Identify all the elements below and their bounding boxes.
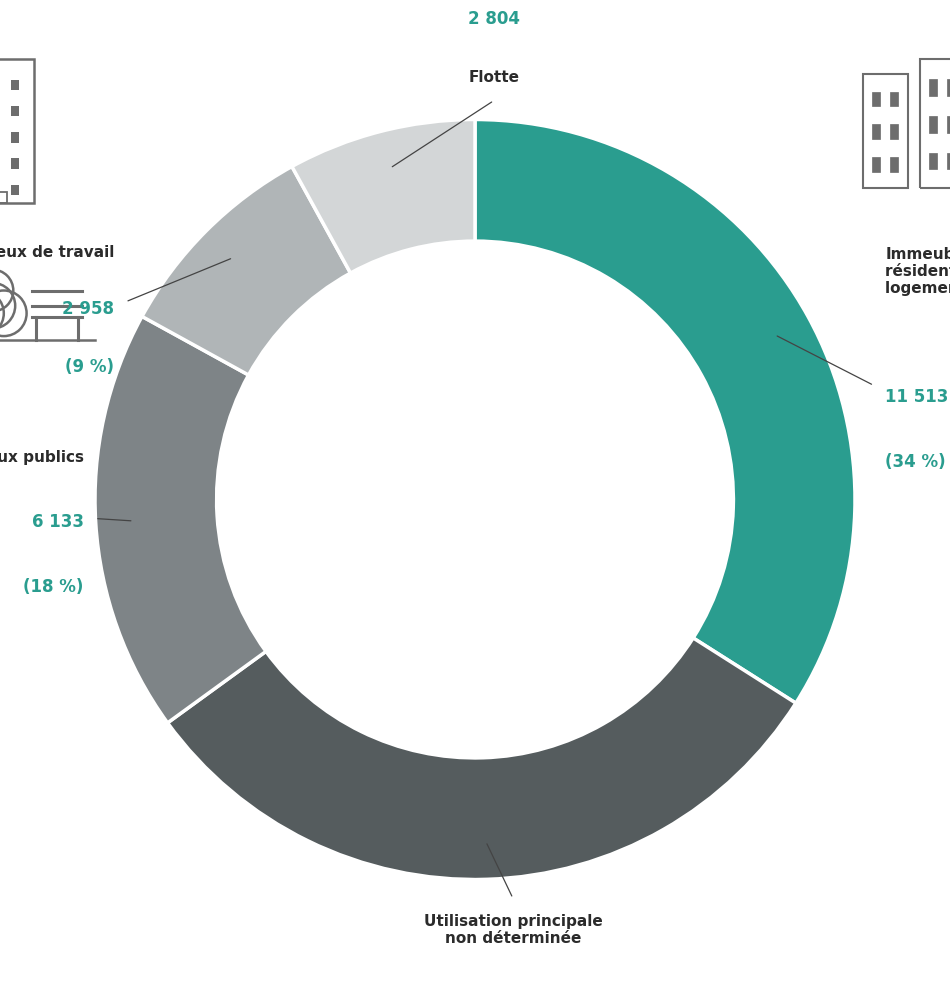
- Text: Flotte: Flotte: [468, 70, 520, 85]
- Bar: [863, 74, 908, 188]
- Text: (9 %): (9 %): [65, 358, 114, 376]
- Bar: [10, 80, 19, 90]
- Bar: [929, 79, 937, 96]
- Bar: [10, 132, 19, 143]
- Bar: [947, 116, 950, 133]
- Text: 2 804: 2 804: [468, 10, 520, 28]
- Text: Utilisation principale
non déterminée: Utilisation principale non déterminée: [424, 914, 602, 946]
- Text: Immeubles
résidentiels à
logements multiples: Immeubles résidentiels à logements multi…: [885, 247, 950, 297]
- Bar: [947, 79, 950, 96]
- Bar: [872, 92, 880, 107]
- Text: (34 %): (34 %): [885, 453, 946, 471]
- Bar: [10, 159, 19, 169]
- Wedge shape: [95, 317, 266, 723]
- Wedge shape: [475, 120, 855, 703]
- Bar: [10, 106, 19, 117]
- Bar: [929, 116, 937, 133]
- Text: (18 %): (18 %): [23, 577, 84, 595]
- Bar: [890, 92, 898, 107]
- Text: 2 958: 2 958: [62, 301, 114, 319]
- Wedge shape: [142, 167, 351, 375]
- Bar: [0, 192, 7, 203]
- Bar: [872, 125, 880, 139]
- Wedge shape: [167, 638, 796, 879]
- Text: Lieux publics: Lieux publics: [0, 451, 84, 466]
- Bar: [947, 153, 950, 170]
- Bar: [890, 125, 898, 139]
- Text: 11 513: 11 513: [885, 388, 949, 406]
- Wedge shape: [292, 120, 475, 273]
- Bar: [929, 153, 937, 170]
- Text: Lieux de travail: Lieux de travail: [0, 245, 114, 260]
- Text: 6 133: 6 133: [31, 513, 84, 531]
- Bar: [920, 59, 950, 188]
- Bar: [0, 59, 34, 203]
- Bar: [872, 157, 880, 172]
- Bar: [890, 157, 898, 172]
- Bar: [10, 185, 19, 195]
